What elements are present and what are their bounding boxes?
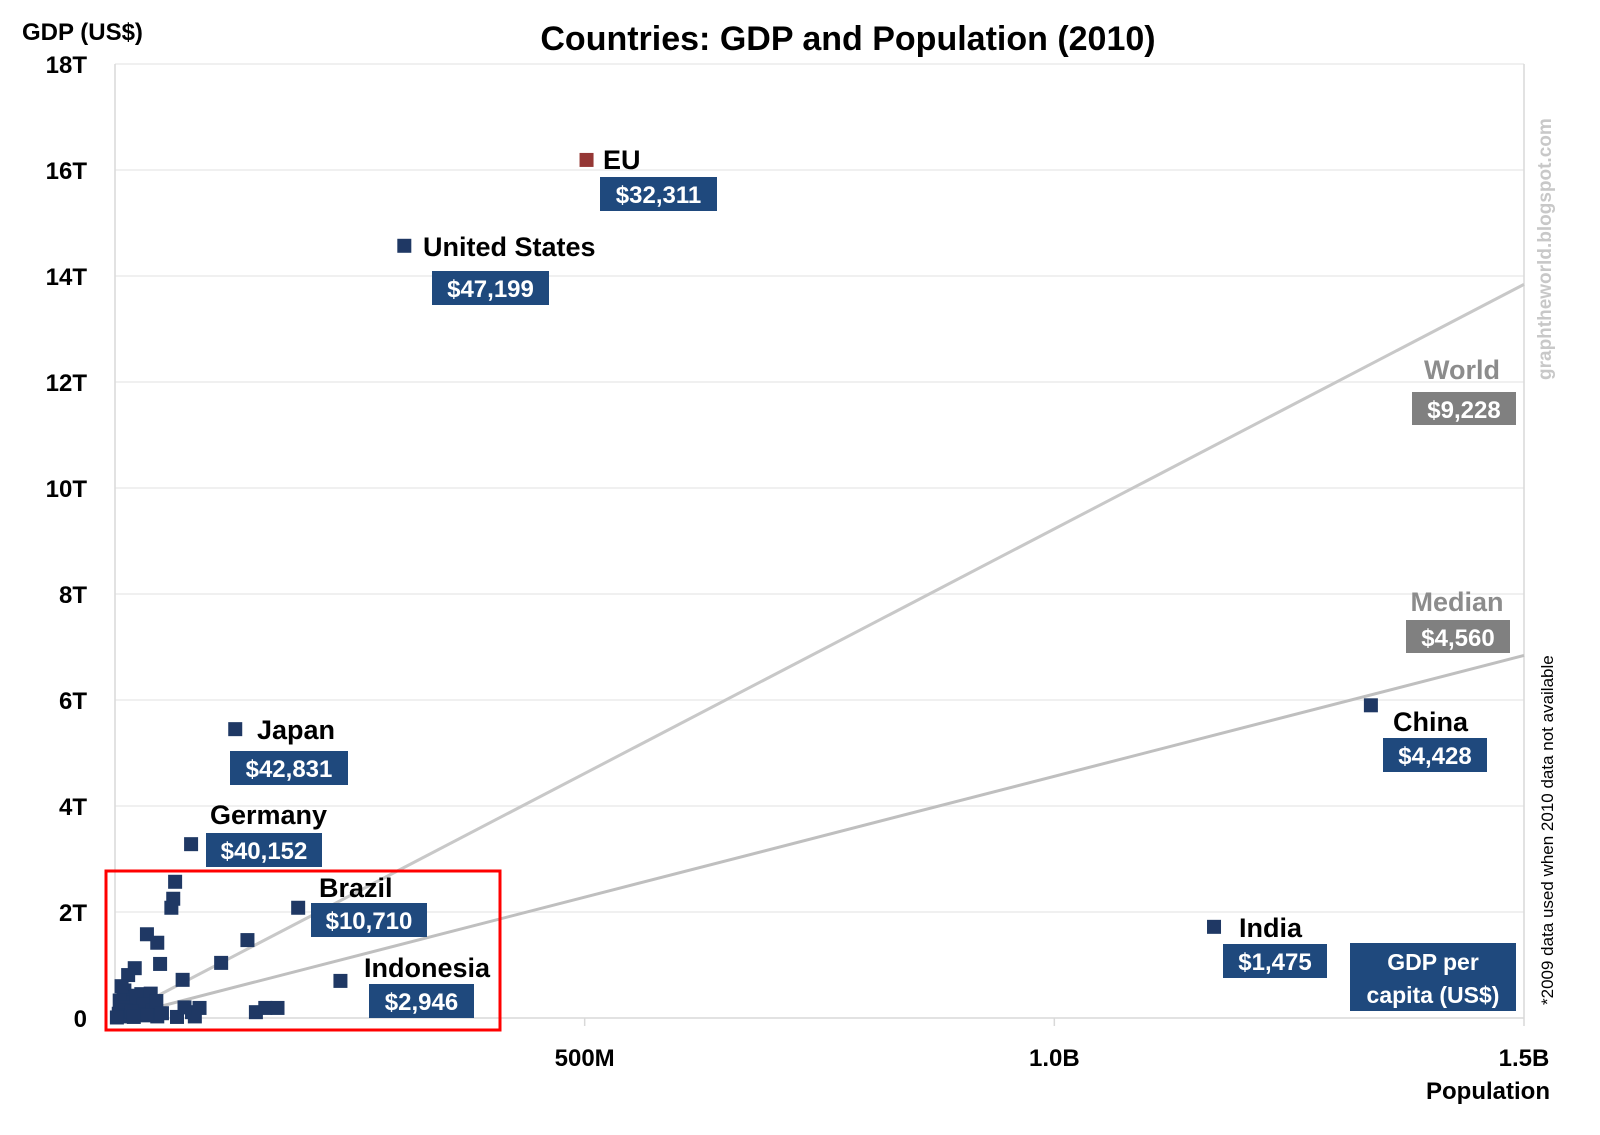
y-tick-label: 12T — [46, 370, 88, 397]
data-point — [149, 994, 164, 1009]
data-point — [177, 1000, 192, 1015]
data-point — [214, 955, 229, 970]
data-point — [154, 1006, 169, 1021]
point-label-united-states: United States — [423, 232, 596, 262]
gdp-per-capita-label: $10,710 — [326, 908, 413, 935]
data-point-brazil — [291, 900, 306, 915]
data-point — [258, 1000, 273, 1015]
data-point — [139, 1008, 154, 1023]
reference-line-median — [114, 654, 1525, 1020]
legend-box-text: GDP per capita (US$) — [1367, 949, 1500, 1008]
y-axis-label: GDP (US$) — [22, 19, 143, 46]
x-tick-label: 1.5B — [1499, 1045, 1550, 1072]
legend-line: capita (US$) — [1367, 982, 1500, 1008]
data-point — [164, 900, 179, 915]
gdp-per-capita-box — [230, 751, 348, 785]
data-point — [175, 972, 190, 987]
reference-line-label: World — [1424, 355, 1500, 385]
y-tick-label: 8T — [59, 582, 87, 609]
y-tick-label: 4T — [59, 794, 87, 821]
gdp-per-capita-label: $40,152 — [221, 838, 308, 865]
x-tick-label: 1.0B — [1029, 1045, 1080, 1072]
gdp-per-capita-label: $47,199 — [447, 276, 534, 303]
axes: 0 2T 4T 6T 8T 10T 12T 14T 16T 18T 500M 1.0B 1.5B — [46, 52, 1550, 1072]
gdp-per-capita-box — [600, 177, 717, 211]
point-label-japan: Japan — [257, 715, 335, 745]
data-point — [121, 968, 136, 983]
data-point-eu — [579, 152, 594, 167]
y-tick-label: 0 — [74, 1006, 87, 1033]
x-axis-label: Population — [1426, 1078, 1550, 1105]
reference-value-box — [1406, 620, 1510, 653]
gridlines — [115, 63, 1524, 913]
reference-value-label: $9,228 — [1427, 397, 1500, 424]
data-points — [109, 152, 1378, 1025]
data-point — [270, 1000, 285, 1015]
gdp-per-capita-label: $42,831 — [246, 756, 333, 783]
footnote: *2009 data used when 2010 data not avail… — [1538, 655, 1557, 1005]
gdp-per-capita-label: $1,475 — [1238, 949, 1311, 976]
y-tick-label: 2T — [59, 900, 87, 927]
legend-box: GDP per capita (US$) — [1350, 943, 1516, 1011]
gdp-per-capita-box — [1223, 944, 1327, 978]
point-label-china: China — [1393, 707, 1469, 737]
data-point-japan — [228, 722, 243, 737]
gdp-per-capita-box — [206, 833, 322, 867]
data-point — [150, 935, 165, 950]
legend-line: GDP per — [1387, 949, 1479, 975]
x-tick-label: 500M — [555, 1045, 615, 1072]
y-tick-label: 14T — [46, 264, 88, 291]
chart-title: Countries: GDP and Population (2010) — [540, 20, 1155, 58]
data-point-indonesia — [333, 973, 348, 988]
point-label-eu: EU — [603, 145, 641, 175]
point-label-brazil: Brazil — [319, 873, 393, 903]
point-label-indonesia: Indonesia — [364, 953, 491, 983]
point-label-india: India — [1239, 913, 1303, 943]
data-point — [168, 874, 183, 889]
reference-line-world — [114, 283, 1525, 1020]
y-tick-label: 10T — [46, 476, 88, 503]
reference-value-label: $4,560 — [1421, 625, 1494, 652]
data-point — [153, 956, 168, 971]
point-labels: EU $32,311 United States $47,199 Japan $42,83… — [206, 145, 1487, 1018]
reference-value-box — [1412, 392, 1516, 425]
watermark: graphtheworld.blogspot.com — [1535, 118, 1556, 380]
data-point — [114, 979, 129, 994]
data-point-germany — [184, 837, 199, 852]
gdp-per-capita-label: $2,946 — [385, 989, 458, 1016]
reference-line-label: Median — [1410, 587, 1503, 617]
data-point — [109, 1010, 124, 1025]
y-tick-label: 16T — [46, 158, 88, 185]
gdp-per-capita-box — [369, 984, 474, 1018]
gdp-per-capita-box — [432, 271, 549, 305]
point-label-germany: Germany — [210, 800, 327, 830]
data-point-china — [1363, 698, 1378, 713]
data-point-united-states — [397, 238, 412, 253]
reference-lines: World $9,228 Median $4,560 — [114, 283, 1525, 1020]
gdp-per-capita-box — [311, 903, 427, 937]
y-tick-label: 6T — [59, 688, 87, 715]
gdp-per-capita-label: $32,311 — [616, 182, 701, 209]
data-point — [126, 1009, 141, 1024]
gdp-per-capita-box — [1383, 738, 1487, 772]
highlight-rectangle — [104, 869, 502, 1032]
data-point — [240, 933, 255, 948]
data-point-india — [1207, 919, 1222, 934]
gdp-per-capita-label: $4,428 — [1398, 743, 1471, 770]
y-tick-label: 18T — [46, 52, 88, 79]
